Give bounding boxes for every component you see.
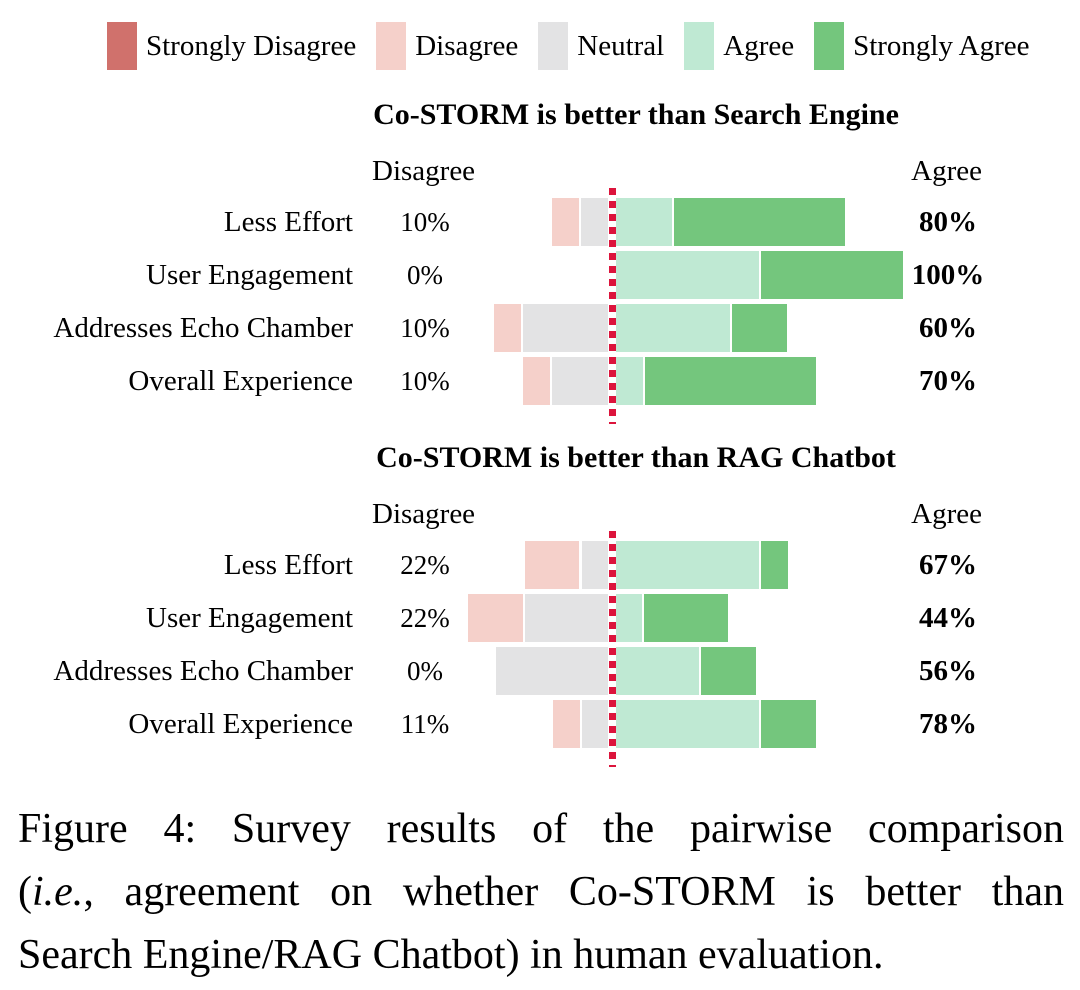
chart-title: Co-STORM is better than RAG Chatbot	[376, 441, 896, 474]
legend-item-strongly-agree: Strongly Agree	[814, 22, 1030, 70]
bar-segment-neutral	[524, 594, 608, 642]
disagree-swatch-icon	[376, 22, 407, 70]
caption-line: Search Engine/RAG Chatbot) in human eval…	[18, 932, 884, 978]
bar-segment-strongly-agree	[760, 251, 903, 299]
bar-segment-strongly-agree	[673, 198, 846, 246]
disagree-percent: 0%	[407, 260, 443, 290]
disagree-percent: 0%	[407, 656, 443, 686]
row-label: Addresses Echo Chamber	[53, 312, 353, 344]
bar-segment-disagree	[524, 541, 580, 589]
chart-rag-chatbot: Co-STORM is better than RAG Chatbot Disa…	[0, 439, 1080, 774]
legend-label: Strongly Disagree	[146, 30, 357, 62]
row-label: User Engagement	[146, 602, 353, 634]
row-label: Overall Experience	[128, 708, 353, 740]
bar-segment-disagree	[553, 700, 580, 748]
bar-segment-agree	[616, 541, 760, 589]
disagree-percent: 10%	[400, 313, 450, 343]
caption-line: Figure 4: Survey results of the pairwise…	[18, 806, 1064, 852]
strongly-agree-swatch-icon	[814, 22, 845, 70]
agree-percent: 60%	[919, 312, 977, 344]
bar-segment-agree	[616, 357, 643, 405]
disagree-percent: 11%	[400, 709, 450, 739]
legend: Strongly Disagree Disagree Neutral Agree…	[107, 22, 1030, 70]
disagree-percent: 10%	[400, 207, 450, 237]
bar-segment-neutral	[581, 541, 608, 589]
legend-label: Disagree	[415, 30, 519, 62]
axis-header-agree: Agree	[911, 155, 982, 187]
agree-percent: 70%	[919, 365, 977, 397]
bar-segment-strongly-agree	[644, 594, 728, 642]
disagree-percent: 22%	[400, 603, 450, 633]
agree-swatch-icon	[684, 22, 715, 70]
bar-row: Overall Experience 11% 78%	[0, 700, 1080, 748]
bar-segment-disagree	[552, 198, 580, 246]
bar-segment-neutral	[523, 304, 608, 352]
chart-title: Co-STORM is better than Search Engine	[373, 98, 899, 131]
figure-caption: Figure 4: Survey results of the pairwise…	[18, 798, 1064, 987]
zero-line	[609, 188, 616, 424]
axis-header-agree: Agree	[911, 498, 982, 530]
bar-segment-strongly-agree	[761, 700, 816, 748]
bar-segment-strongly-agree	[644, 357, 817, 405]
bar-segment-strongly-agree	[761, 541, 788, 589]
legend-item-neutral: Neutral	[538, 22, 664, 70]
bar-segment-agree	[616, 251, 759, 299]
bar-segment-agree	[616, 594, 643, 642]
bar-row: Addresses Echo Chamber 0% 56%	[0, 647, 1080, 695]
bar-segment-agree	[616, 304, 730, 352]
zero-line	[609, 531, 616, 767]
bar-segment-agree	[616, 647, 700, 695]
bar-segment-neutral	[581, 198, 608, 246]
caption-text: , agreement on whether Co-STORM is bette…	[83, 869, 1064, 915]
legend-item-disagree: Disagree	[376, 22, 518, 70]
row-label: User Engagement	[146, 259, 353, 291]
chart-search-engine: Co-STORM is better than Search Engine Di…	[0, 96, 1080, 431]
axis-header-disagree: Disagree	[372, 155, 476, 187]
bar-row: Addresses Echo Chamber 10% 60%	[0, 304, 1080, 352]
agree-percent: 44%	[919, 602, 977, 634]
bar-segment-disagree	[523, 357, 551, 405]
row-label: Less Effort	[223, 206, 353, 238]
agree-percent: 80%	[919, 206, 977, 238]
agree-percent: 56%	[919, 655, 977, 687]
row-label: Addresses Echo Chamber	[53, 655, 353, 687]
legend-item-agree: Agree	[684, 22, 794, 70]
legend-label: Agree	[723, 30, 795, 62]
legend-label: Strongly Agree	[853, 30, 1030, 62]
axis-header-disagree: Disagree	[372, 498, 476, 530]
bar-segment-neutral	[581, 700, 608, 748]
bar-segment-agree	[616, 700, 760, 748]
bar-row: User Engagement 0% 100%	[0, 251, 1080, 299]
row-label: Less Effort	[223, 549, 353, 581]
legend-item-strongly-disagree: Strongly Disagree	[107, 22, 356, 70]
bar-segment-strongly-agree	[701, 647, 757, 695]
agree-percent: 78%	[919, 708, 977, 740]
disagree-percent: 10%	[400, 366, 450, 396]
bar-row: Overall Experience 10% 70%	[0, 357, 1080, 405]
row-label: Overall Experience	[128, 365, 353, 397]
bar-segment-agree	[616, 198, 672, 246]
bar-row: User Engagement 22% 44%	[0, 594, 1080, 642]
caption-line: (i.e., agreement on whether Co-STORM is …	[18, 861, 1064, 924]
bar-segment-disagree	[467, 594, 523, 642]
bar-segment-strongly-agree	[731, 304, 788, 352]
neutral-swatch-icon	[538, 22, 569, 70]
bar-segment-disagree	[494, 304, 522, 352]
agree-percent: 67%	[919, 549, 977, 581]
agree-percent: 100%	[911, 259, 985, 291]
caption-text-italic: i.e.	[32, 869, 84, 915]
bar-segment-neutral	[552, 357, 608, 405]
bar-rows: Less Effort 22% 67% User Engagement 22% 44% Ad…	[0, 439, 1080, 774]
bar-row: Less Effort 22% 67%	[0, 541, 1080, 589]
legend-label: Neutral	[577, 30, 665, 62]
disagree-percent: 22%	[400, 550, 450, 580]
bar-rows: Less Effort 10% 80% User Engagement 0% 100% Ad…	[0, 96, 1080, 431]
bar-segment-neutral	[496, 647, 608, 695]
caption-text: (	[18, 869, 32, 915]
strongly-disagree-swatch-icon	[107, 22, 137, 70]
bar-row: Less Effort 10% 80%	[0, 198, 1080, 246]
